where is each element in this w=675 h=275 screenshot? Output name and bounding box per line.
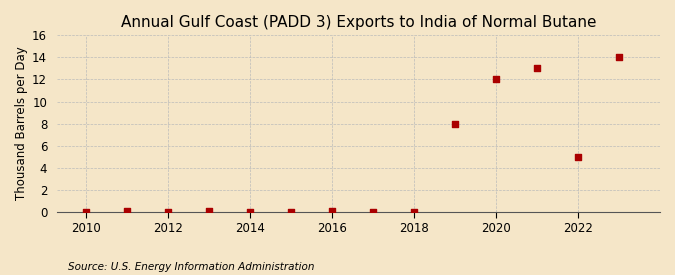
Point <box>162 210 173 214</box>
Point <box>80 210 91 214</box>
Point <box>203 208 214 213</box>
Point <box>327 208 338 213</box>
Title: Annual Gulf Coast (PADD 3) Exports to India of Normal Butane: Annual Gulf Coast (PADD 3) Exports to In… <box>121 15 596 30</box>
Point <box>450 121 460 126</box>
Point <box>367 210 378 214</box>
Point <box>122 208 132 213</box>
Point <box>408 210 419 214</box>
Y-axis label: Thousand Barrels per Day: Thousand Barrels per Day <box>15 47 28 200</box>
Point <box>286 210 296 214</box>
Point <box>244 210 255 214</box>
Text: Source: U.S. Energy Information Administration: Source: U.S. Energy Information Administ… <box>68 262 314 272</box>
Point <box>572 155 583 159</box>
Point <box>614 55 624 60</box>
Point <box>531 66 542 71</box>
Point <box>491 77 502 82</box>
